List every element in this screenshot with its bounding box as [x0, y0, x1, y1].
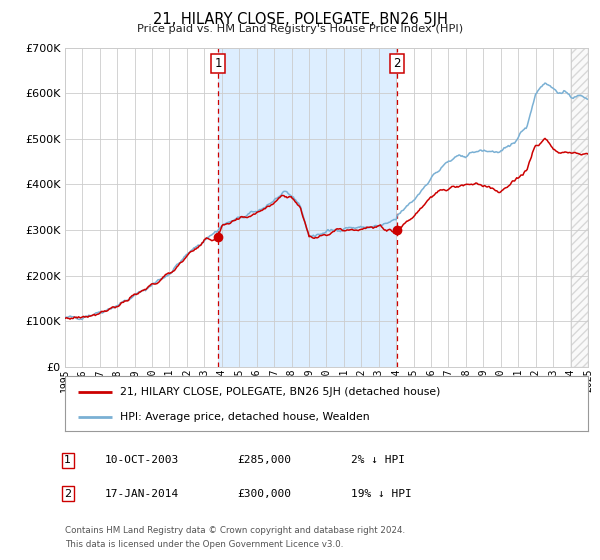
- Text: This data is licensed under the Open Government Licence v3.0.: This data is licensed under the Open Gov…: [65, 540, 343, 549]
- Text: HPI: Average price, detached house, Wealden: HPI: Average price, detached house, Weal…: [120, 413, 370, 422]
- Text: Price paid vs. HM Land Registry's House Price Index (HPI): Price paid vs. HM Land Registry's House …: [137, 24, 463, 34]
- Bar: [571, 48, 588, 367]
- Bar: [218, 48, 397, 367]
- Text: 2% ↓ HPI: 2% ↓ HPI: [351, 455, 405, 465]
- Text: £300,000: £300,000: [237, 489, 291, 499]
- Text: Contains HM Land Registry data © Crown copyright and database right 2024.: Contains HM Land Registry data © Crown c…: [65, 526, 405, 535]
- Text: 21, HILARY CLOSE, POLEGATE, BN26 5JH (detached house): 21, HILARY CLOSE, POLEGATE, BN26 5JH (de…: [120, 387, 440, 396]
- Text: 19% ↓ HPI: 19% ↓ HPI: [351, 489, 412, 499]
- Text: 17-JAN-2014: 17-JAN-2014: [105, 489, 179, 499]
- Text: £285,000: £285,000: [237, 455, 291, 465]
- Bar: [571, 48, 588, 367]
- Text: 1: 1: [64, 455, 71, 465]
- Text: 21, HILARY CLOSE, POLEGATE, BN26 5JH: 21, HILARY CLOSE, POLEGATE, BN26 5JH: [152, 12, 448, 27]
- Text: 2: 2: [64, 489, 71, 499]
- Text: 1: 1: [214, 57, 221, 70]
- Text: 2: 2: [393, 57, 401, 70]
- Text: 10-OCT-2003: 10-OCT-2003: [105, 455, 179, 465]
